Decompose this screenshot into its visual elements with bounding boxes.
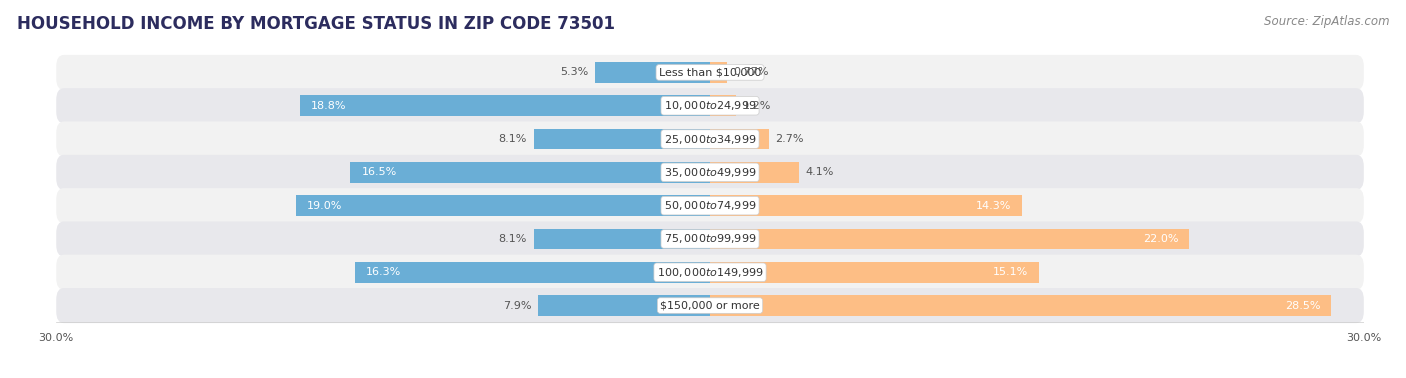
- Text: 0.77%: 0.77%: [734, 67, 769, 77]
- Bar: [301, 95, 710, 116]
- Text: 14.3%: 14.3%: [976, 201, 1011, 211]
- Text: $150,000 or more: $150,000 or more: [661, 301, 759, 311]
- Bar: [595, 62, 710, 83]
- Bar: [710, 129, 769, 149]
- Text: 7.9%: 7.9%: [503, 301, 531, 311]
- Text: HOUSEHOLD INCOME BY MORTGAGE STATUS IN ZIP CODE 73501: HOUSEHOLD INCOME BY MORTGAGE STATUS IN Z…: [17, 15, 614, 33]
- Text: 5.3%: 5.3%: [560, 67, 588, 77]
- Text: 28.5%: 28.5%: [1285, 301, 1320, 311]
- Bar: [710, 229, 1189, 249]
- Bar: [710, 162, 800, 183]
- Bar: [710, 62, 727, 83]
- Text: 4.1%: 4.1%: [806, 167, 834, 177]
- Bar: [354, 262, 710, 283]
- Bar: [710, 195, 1022, 216]
- Text: $35,000 to $49,999: $35,000 to $49,999: [664, 166, 756, 179]
- Text: 22.0%: 22.0%: [1143, 234, 1178, 244]
- FancyBboxPatch shape: [56, 121, 1364, 156]
- Text: 15.1%: 15.1%: [993, 267, 1028, 277]
- Text: Less than $10,000: Less than $10,000: [659, 67, 761, 77]
- Text: 18.8%: 18.8%: [311, 101, 347, 111]
- Bar: [533, 229, 710, 249]
- Text: 2.7%: 2.7%: [776, 134, 804, 144]
- Text: $75,000 to $99,999: $75,000 to $99,999: [664, 232, 756, 245]
- Text: Source: ZipAtlas.com: Source: ZipAtlas.com: [1264, 15, 1389, 28]
- Text: 16.5%: 16.5%: [361, 167, 396, 177]
- FancyBboxPatch shape: [56, 255, 1364, 290]
- Bar: [350, 162, 710, 183]
- Text: $10,000 to $24,999: $10,000 to $24,999: [664, 99, 756, 112]
- Text: 16.3%: 16.3%: [366, 267, 401, 277]
- Bar: [710, 295, 1331, 316]
- FancyBboxPatch shape: [56, 222, 1364, 257]
- Text: $100,000 to $149,999: $100,000 to $149,999: [657, 266, 763, 279]
- Text: 1.2%: 1.2%: [742, 101, 770, 111]
- FancyBboxPatch shape: [56, 155, 1364, 190]
- Bar: [538, 295, 710, 316]
- Text: $25,000 to $34,999: $25,000 to $34,999: [664, 133, 756, 146]
- Bar: [710, 262, 1039, 283]
- Text: 8.1%: 8.1%: [499, 234, 527, 244]
- FancyBboxPatch shape: [56, 188, 1364, 223]
- Text: 19.0%: 19.0%: [307, 201, 342, 211]
- Bar: [710, 95, 737, 116]
- Bar: [533, 129, 710, 149]
- Text: 8.1%: 8.1%: [499, 134, 527, 144]
- FancyBboxPatch shape: [56, 288, 1364, 323]
- Bar: [295, 195, 710, 216]
- FancyBboxPatch shape: [56, 88, 1364, 123]
- FancyBboxPatch shape: [56, 55, 1364, 90]
- Text: $50,000 to $74,999: $50,000 to $74,999: [664, 199, 756, 212]
